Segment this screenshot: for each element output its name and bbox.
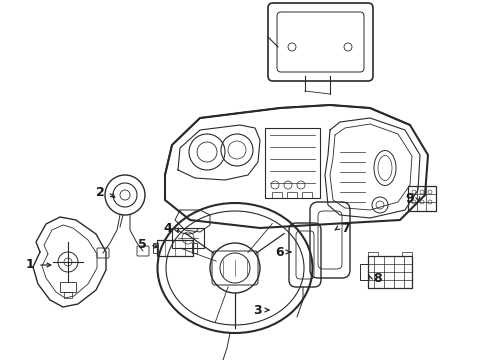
Text: 5: 5 xyxy=(137,238,146,252)
Bar xyxy=(157,240,193,256)
Text: 9: 9 xyxy=(405,192,413,204)
Bar xyxy=(401,252,411,256)
Bar xyxy=(286,192,296,198)
Bar xyxy=(367,256,411,288)
Bar xyxy=(153,243,158,253)
Text: 8: 8 xyxy=(373,271,382,284)
Bar xyxy=(407,186,435,211)
Text: 4: 4 xyxy=(163,221,172,234)
Text: 3: 3 xyxy=(252,303,261,316)
Text: 1: 1 xyxy=(25,258,34,271)
Bar xyxy=(271,192,282,198)
Bar xyxy=(64,292,72,298)
Bar xyxy=(302,192,311,198)
Text: 7: 7 xyxy=(341,221,350,234)
Bar xyxy=(192,243,197,253)
Text: 2: 2 xyxy=(96,185,104,198)
Bar xyxy=(264,128,319,198)
Bar xyxy=(367,252,377,256)
Bar xyxy=(172,228,203,248)
Bar xyxy=(60,282,76,292)
Text: 6: 6 xyxy=(275,246,284,258)
Bar xyxy=(359,264,367,280)
